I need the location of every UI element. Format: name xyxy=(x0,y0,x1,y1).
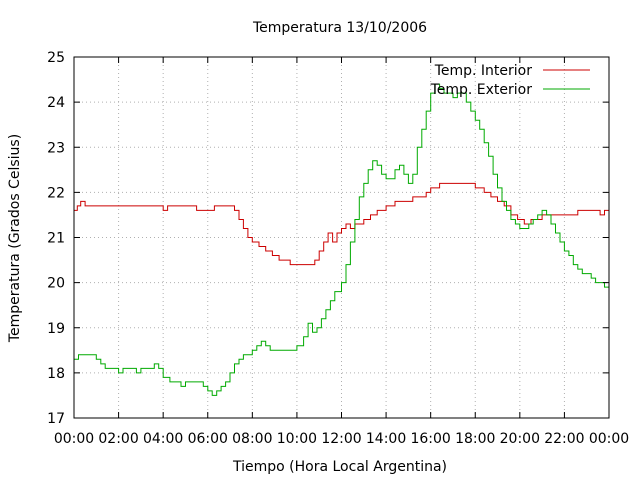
x-tick-label: 10:00 xyxy=(277,431,317,447)
x-tick-label: 00:00 xyxy=(589,431,629,447)
x-tick-label: 00:00 xyxy=(54,431,94,447)
x-tick-label: 04:00 xyxy=(143,431,183,447)
x-axis-label: Tiempo (Hora Local Argentina) xyxy=(232,459,447,475)
y-tick-label: 19 xyxy=(47,321,65,337)
y-tick-labels: 17 18 19 20 21 22 23 24 25 xyxy=(47,50,65,427)
x-tick-label: 16:00 xyxy=(410,431,450,447)
y-tick-label: 20 xyxy=(47,276,65,292)
y-tick-label: 18 xyxy=(47,366,65,382)
x-tick-label: 12:00 xyxy=(321,431,361,447)
series-line-exterior xyxy=(74,83,610,396)
y-tick-label: 21 xyxy=(47,231,65,247)
grid-lines xyxy=(74,57,609,418)
x-tick-label: 14:00 xyxy=(366,431,406,447)
x-tick-label: 18:00 xyxy=(455,431,495,447)
x-tick-label: 20:00 xyxy=(500,431,540,447)
legend: Temp. Interior Temp. Exterior xyxy=(430,63,590,98)
legend-label: Temp. Interior xyxy=(434,63,533,79)
y-tick-label: 23 xyxy=(47,140,65,156)
series-group xyxy=(74,83,610,396)
x-tick-label: 08:00 xyxy=(232,431,272,447)
legend-label: Temp. Exterior xyxy=(430,82,533,98)
x-tick-labels: 00:00 02:00 04:00 06:00 08:00 10:00 12:00 14:00… xyxy=(54,431,629,447)
tick-marks xyxy=(73,56,610,419)
series-line-interior xyxy=(74,182,609,266)
y-tick-label: 25 xyxy=(47,50,65,66)
chart-title: Temperatura 13/10/2006 xyxy=(252,20,427,36)
y-tick-label: 17 xyxy=(47,411,65,427)
y-axis-label: Temperatura (Grados Celsius) xyxy=(7,134,23,343)
x-tick-label: 22:00 xyxy=(544,431,584,447)
y-tick-label: 24 xyxy=(47,95,65,111)
x-tick-label: 06:00 xyxy=(188,431,228,447)
y-tick-label: 22 xyxy=(47,185,65,201)
x-tick-label: 02:00 xyxy=(98,431,138,447)
